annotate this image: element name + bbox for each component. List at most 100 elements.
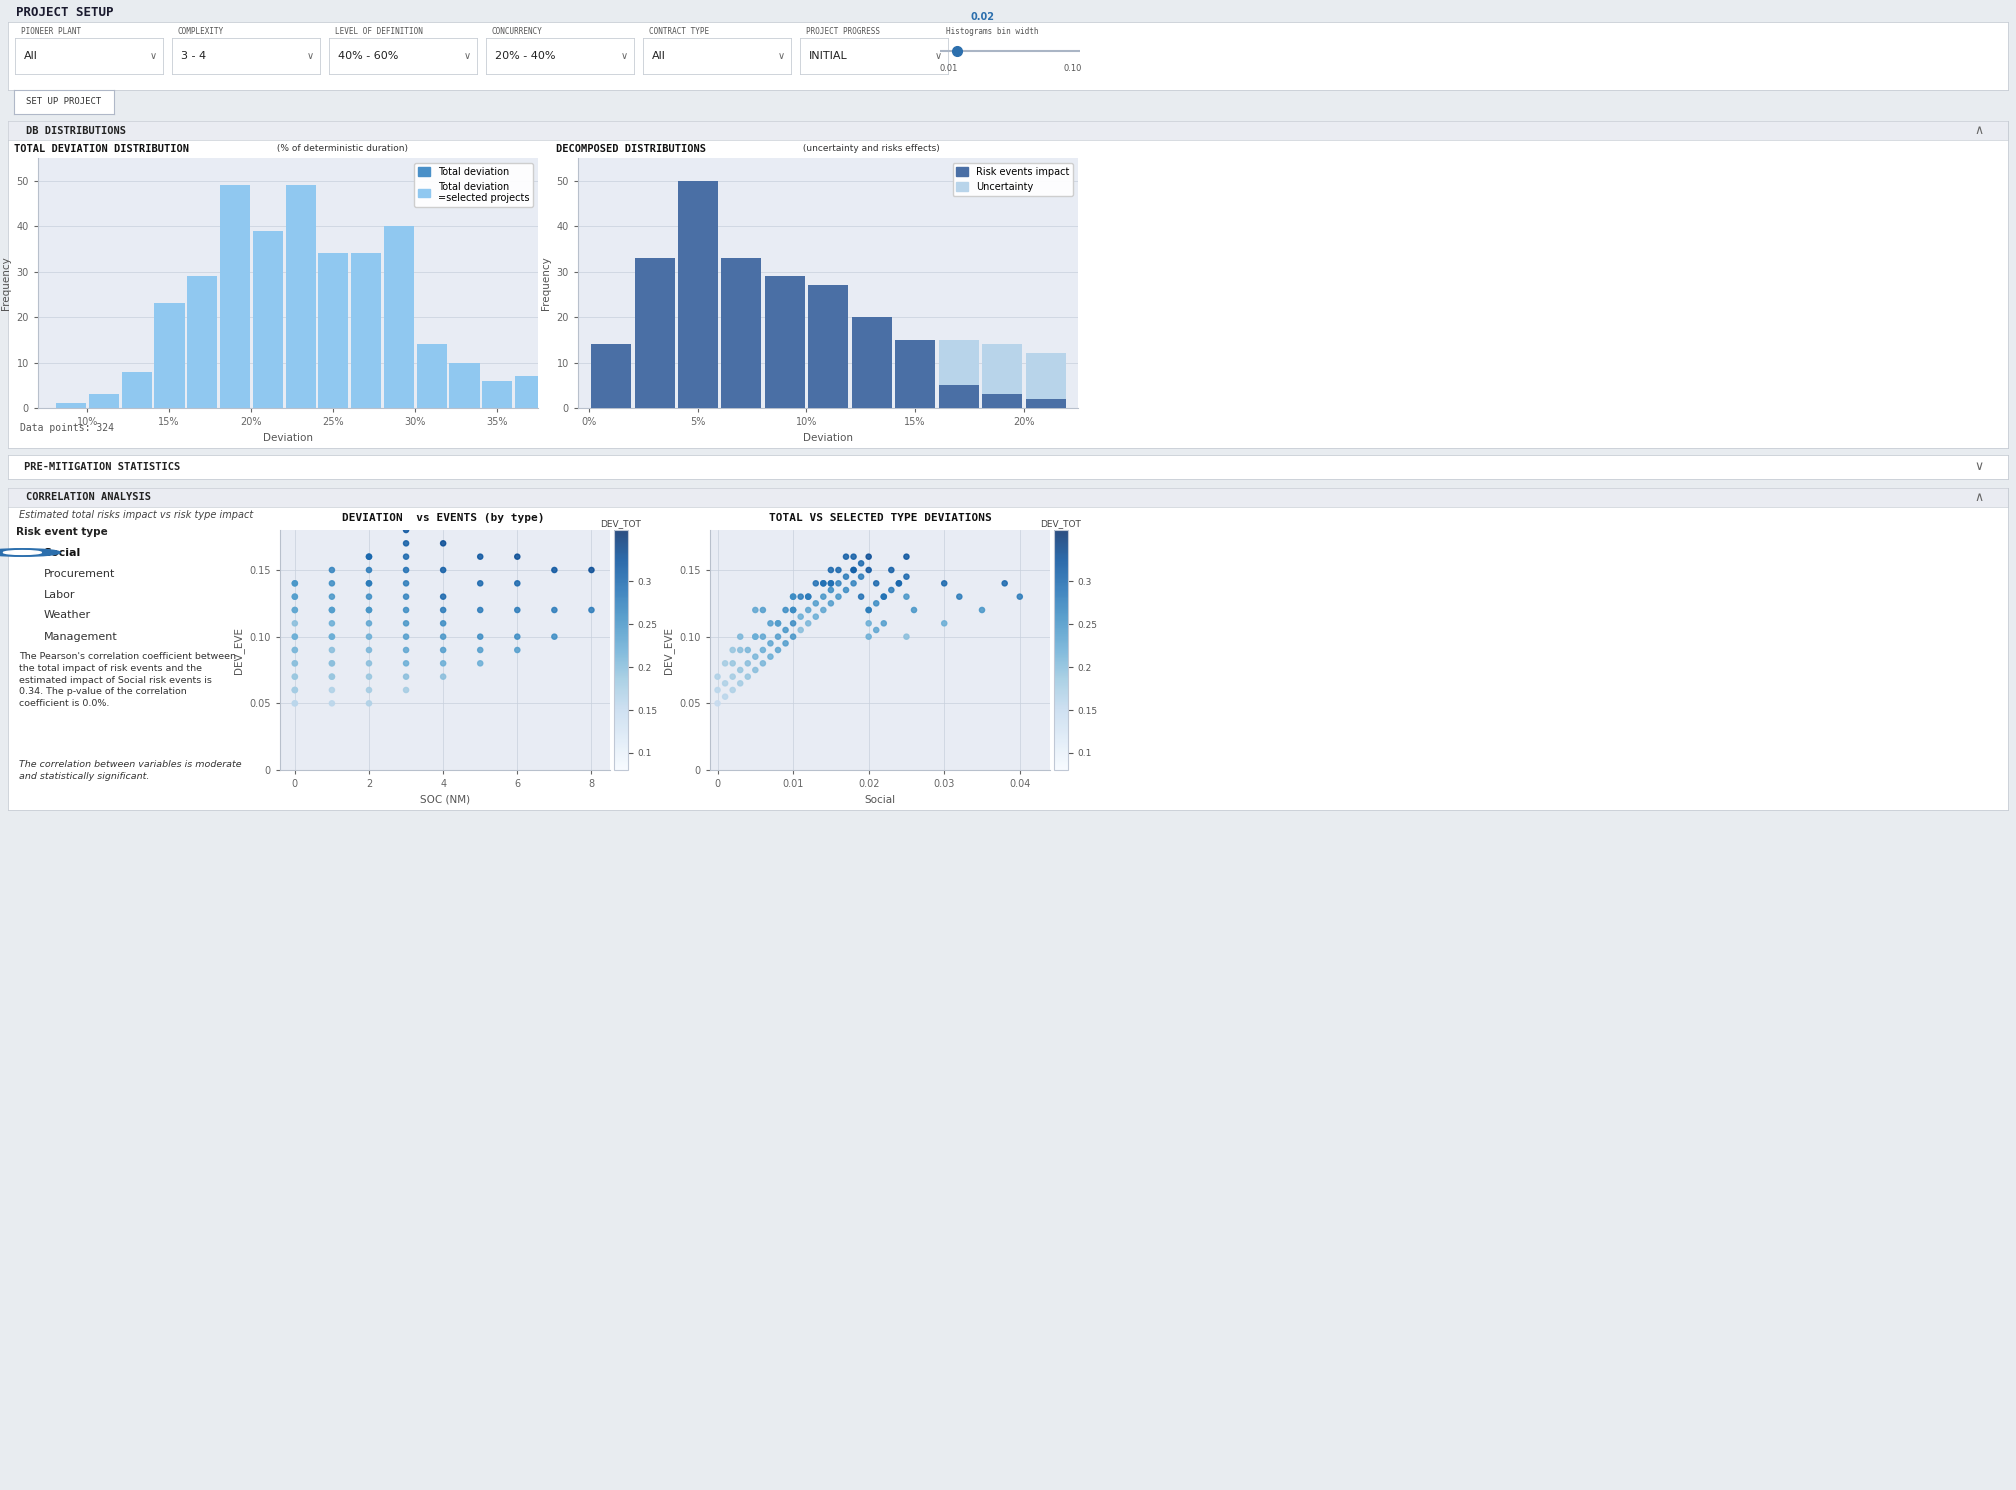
Point [317,611,349,635]
Text: 40% - 60%: 40% - 60% [339,51,399,61]
Point [853,597,885,621]
Point [353,638,385,662]
Bar [450,362,480,408]
Point [776,597,808,621]
Point [502,545,534,569]
Point [389,597,421,621]
Point [427,597,460,621]
Point [389,678,421,702]
Point [317,638,349,662]
Point [710,672,742,696]
Point [853,559,885,583]
Point [776,624,808,648]
Point [814,571,847,595]
Point [732,665,764,688]
Text: PROJECT SETUP: PROJECT SETUP [16,6,113,19]
Point [724,672,756,696]
Bar [722,258,762,408]
Point [464,638,496,662]
Point [891,545,923,569]
Text: The correlation between variables is moderate
and statistically significant.: The correlation between variables is mod… [18,760,242,781]
Point [792,584,825,608]
Bar [351,253,381,408]
Bar [121,371,151,408]
Bar [417,344,448,408]
Text: Data points: 324: Data points: 324 [20,423,115,434]
Point [317,624,349,648]
Text: ∨: ∨ [935,51,941,61]
Title: DEV_TOT: DEV_TOT [1040,519,1081,527]
Point [353,571,385,595]
Text: All: All [24,51,38,61]
Point [502,638,534,662]
Point [353,584,385,608]
Text: ∨: ∨ [1976,460,1984,474]
Point [502,571,534,595]
Bar [383,226,413,408]
Point [853,597,885,621]
Point [867,611,899,635]
Point [317,678,349,702]
Point [464,651,496,675]
Point [702,691,734,715]
Point [427,624,460,648]
Y-axis label: Frequency: Frequency [540,256,550,310]
Point [464,624,496,648]
Point [861,571,893,595]
Point [389,519,421,542]
Point [792,597,825,621]
Point [716,651,748,675]
Bar [89,395,119,408]
Bar [591,344,631,408]
Point [353,665,385,688]
Bar [677,180,718,408]
Point [389,611,421,635]
Point [800,605,833,629]
Point [389,651,421,675]
Point [891,584,923,608]
Point [784,584,816,608]
Text: 3 - 4: 3 - 4 [181,51,206,61]
Point [762,611,794,635]
Text: SET UP PROJECT: SET UP PROJECT [26,97,101,106]
Point [776,611,808,635]
Point [353,651,385,675]
Point [278,678,310,702]
Point [861,618,893,642]
Bar [220,185,250,408]
Y-axis label: DEV_EVE: DEV_EVE [234,626,244,673]
Point [353,611,385,635]
Bar [252,231,282,408]
Bar [286,185,317,408]
Circle shape [4,551,40,554]
Point [814,578,847,602]
Point [353,597,385,621]
Point [776,584,808,608]
Bar [89,395,119,408]
Point [814,592,847,615]
Bar [514,375,544,408]
Bar [319,253,349,408]
Text: (% of deterministic duration): (% of deterministic duration) [274,145,407,153]
Point [814,559,847,583]
Point [427,532,460,556]
Point [806,571,839,595]
Point [800,592,833,615]
Point [943,584,976,608]
Bar [155,304,185,408]
Point [353,597,385,621]
Point [792,584,825,608]
Point [427,584,460,608]
Point [278,624,310,648]
Text: Histograms bin width: Histograms bin width [946,27,1038,36]
Point [575,559,607,583]
Point [353,691,385,715]
Point [716,665,748,688]
Point [353,678,385,702]
Point [278,624,310,648]
Point [427,559,460,583]
Point [853,545,885,569]
Point [823,584,855,608]
Bar [155,304,185,408]
Text: INITIAL: INITIAL [808,51,847,61]
